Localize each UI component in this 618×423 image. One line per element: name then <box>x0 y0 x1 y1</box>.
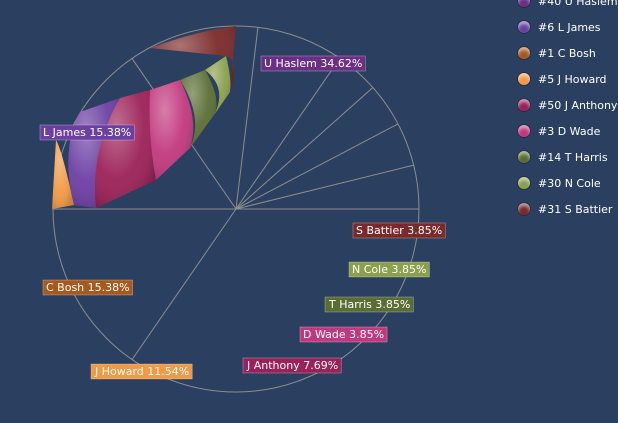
data-label: C Bosh 15.38% <box>42 279 133 296</box>
data-label-text: L James 15.38% <box>43 126 131 139</box>
legend-label: #50 J Anthony <box>538 98 618 112</box>
legend-label: #5 J Howard <box>538 72 607 86</box>
legend-label: #30 N Cole <box>538 176 601 190</box>
legend-item[interactable]: #50 J Anthony <box>518 92 618 118</box>
legend-swatch <box>518 203 530 215</box>
data-label: D Wade 3.85% <box>299 326 388 343</box>
data-label-text: C Bosh 15.38% <box>46 281 130 294</box>
data-label: S Battier 3.85% <box>352 222 446 239</box>
data-label-box <box>352 222 446 239</box>
legend-label: #14 T Harris <box>538 150 608 164</box>
data-label-box <box>348 261 430 278</box>
slice-boundary <box>235 123 399 210</box>
legend-item[interactable]: #31 S Battier <box>518 196 618 222</box>
data-label-box <box>242 357 342 374</box>
legend-swatch <box>518 125 530 137</box>
data-label-text: T Harris 3.85% <box>328 298 410 311</box>
legend-item[interactable]: #40 U Haslem <box>518 0 618 14</box>
legend-label: #3 D Wade <box>538 124 601 138</box>
slice-gloss <box>150 26 236 92</box>
legend-label: #6 L James <box>538 20 601 34</box>
legend-swatch <box>518 177 530 189</box>
slice-gloss <box>52 140 74 209</box>
legend-swatch <box>518 73 530 85</box>
data-label: N Cole 3.85% <box>348 261 430 278</box>
data-label: T Harris 3.85% <box>324 296 414 313</box>
slice-boundary <box>235 87 374 210</box>
data-label-box <box>260 55 366 72</box>
legend-label: #1 C Bosh <box>538 46 596 60</box>
legend: #40 U Haslem #6 L James #1 C Bosh #5 J Howa… <box>518 0 618 222</box>
legend-label: #31 S Battier <box>538 202 613 216</box>
legend-item[interactable]: #1 C Bosh <box>518 40 618 66</box>
data-label-text: J Howard 11.54% <box>94 365 189 378</box>
data-label-box <box>324 296 414 313</box>
data-label-text: J Anthony 7.69% <box>246 359 338 372</box>
data-label-text: D Wade 3.85% <box>303 328 384 341</box>
legend-item[interactable]: #30 N Cole <box>518 170 618 196</box>
legend-swatch <box>518 21 530 33</box>
data-label-box <box>39 124 135 141</box>
slice-gloss <box>95 90 156 208</box>
legend-swatch <box>518 47 530 59</box>
legend-item[interactable]: #3 D Wade <box>518 118 618 144</box>
data-label-text: U Haslem 34.62% <box>264 57 362 70</box>
data-label-text: S Battier 3.85% <box>356 224 442 237</box>
data-label: J Howard 11.54% <box>90 363 193 380</box>
slice-gloss <box>149 80 194 180</box>
slice-boundary <box>131 208 237 360</box>
legend-swatch <box>518 0 530 7</box>
slice-boundary <box>235 164 414 210</box>
legend-swatch <box>518 99 530 111</box>
data-label-box <box>42 279 133 296</box>
slice-boundary <box>235 58 341 210</box>
legend-item[interactable]: #14 T Harris <box>518 144 618 170</box>
slice-gloss <box>180 70 217 148</box>
data-label-box <box>90 363 193 380</box>
slice-gloss <box>205 56 231 115</box>
legend-swatch <box>518 151 530 163</box>
slice-boundary <box>235 27 259 210</box>
legend-label: #40 U Haslem <box>538 0 618 8</box>
data-label: L James 15.38% <box>39 124 135 141</box>
legend-item[interactable]: #6 L James <box>518 14 618 40</box>
data-label: U Haslem 34.62% <box>260 55 366 72</box>
legend-item[interactable]: #5 J Howard <box>518 66 618 92</box>
data-label-text: N Cole 3.85% <box>352 263 426 276</box>
data-label: J Anthony 7.69% <box>242 357 342 374</box>
data-label-box <box>299 326 388 343</box>
